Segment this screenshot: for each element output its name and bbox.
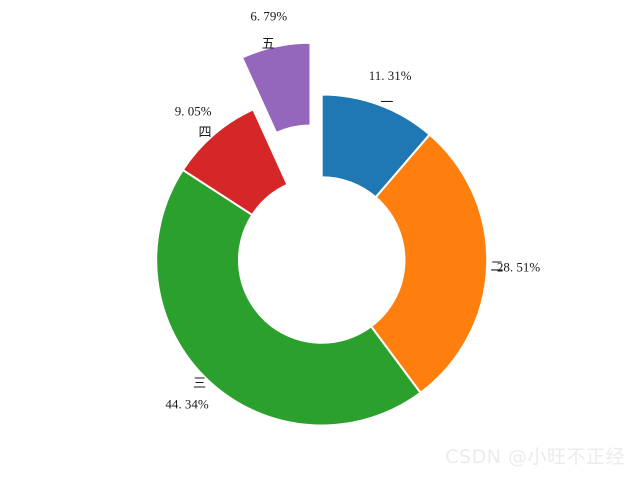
pct-label-2: 44. 34% <box>165 396 209 411</box>
slice-label-3: 四 <box>198 125 211 140</box>
csdn-watermark: CSDN @小旺不正经 <box>445 446 625 468</box>
pct-label-0: 11. 31% <box>369 68 412 83</box>
pct-label-3: 9. 05% <box>175 103 212 118</box>
slice-label-0: 一 <box>380 94 393 109</box>
pie-slice-2 <box>155 168 422 427</box>
pie-slice-4 <box>241 41 312 134</box>
slice-label-1: 二 <box>490 259 503 274</box>
slice-label-2: 三 <box>193 376 206 391</box>
slice-label-4: 五 <box>262 36 275 51</box>
pie-slice-1 <box>370 133 489 394</box>
pct-label-4: 6. 79% <box>250 8 287 23</box>
pct-label-1: 28. 51% <box>497 260 541 275</box>
pie-slice-3 <box>181 108 289 216</box>
